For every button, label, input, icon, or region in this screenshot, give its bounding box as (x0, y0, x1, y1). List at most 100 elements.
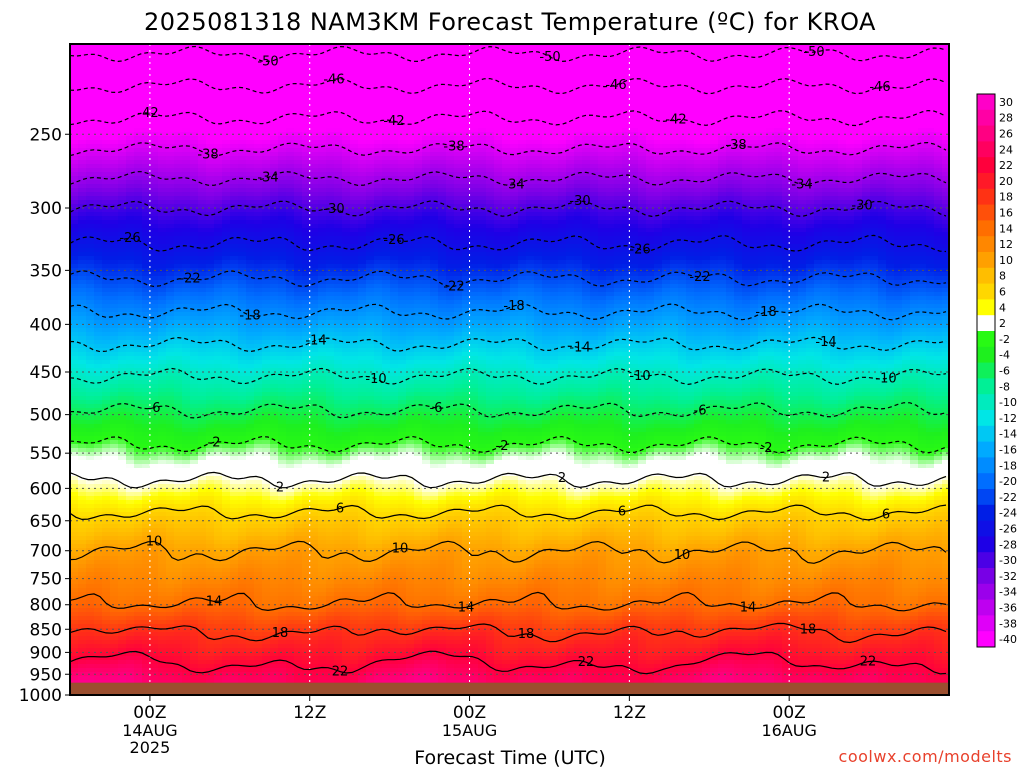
temperature-cell (358, 68, 367, 73)
temperature-cell (278, 212, 287, 217)
temperature-cell (942, 84, 950, 89)
temperature-cell (342, 108, 351, 113)
temperature-cell (862, 116, 871, 121)
temperature-cell (718, 168, 727, 173)
temperature-cell (534, 180, 543, 185)
temperature-cell (534, 112, 543, 117)
temperature-cell (510, 88, 519, 93)
temperature-cell (518, 172, 527, 177)
temperature-cell (142, 156, 151, 161)
temperature-cell (758, 164, 767, 169)
temperature-cell (598, 168, 607, 173)
temperature-cell (558, 192, 567, 197)
temperature-cell (206, 208, 215, 213)
temperature-cell (390, 208, 399, 213)
temperature-cell (86, 104, 95, 109)
temperature-cell (662, 92, 671, 97)
temperature-cell (502, 92, 511, 97)
temperature-cell (702, 196, 711, 201)
temperature-cell (486, 136, 495, 141)
temperature-cell (694, 132, 703, 137)
temperature-cell (238, 104, 247, 109)
temperature-cell (606, 108, 615, 113)
temperature-cell (382, 76, 391, 81)
temperature-cell (870, 100, 879, 105)
temperature-cell (566, 68, 575, 73)
temperature-cell (310, 100, 319, 105)
temperature-cell (190, 128, 199, 133)
temperature-cell (150, 44, 159, 49)
temperature-cell (942, 100, 950, 105)
temperature-cell (350, 80, 359, 85)
temperature-cell (118, 44, 127, 49)
temperature-cell (502, 136, 511, 141)
temperature-cell (590, 200, 599, 205)
temperature-cell (326, 192, 335, 197)
temperature-cell (254, 92, 263, 97)
temperature-cell (846, 128, 855, 133)
temperature-cell (110, 104, 119, 109)
temperature-cell (526, 160, 535, 165)
temperature-cell (846, 176, 855, 181)
temperature-cell (726, 204, 735, 209)
temperature-cell (646, 112, 655, 117)
temperature-cell (150, 144, 159, 149)
temperature-cell (646, 104, 655, 109)
temperature-cell (174, 120, 183, 125)
temperature-cell (470, 208, 479, 213)
temperature-cell (230, 64, 239, 69)
temperature-cell (510, 128, 519, 133)
temperature-cell (454, 152, 463, 157)
temperature-cell (478, 52, 487, 57)
temperature-cell (118, 64, 127, 69)
temperature-cell (382, 120, 391, 125)
temperature-cell (398, 128, 407, 133)
temperature-cell (158, 128, 167, 133)
temperature-cell (494, 144, 503, 149)
temperature-cell (254, 124, 263, 129)
temperature-cell (246, 116, 255, 121)
temperature-cell (758, 128, 767, 133)
temperature-cell (446, 148, 455, 153)
temperature-cell (806, 152, 815, 157)
temperature-cell (238, 120, 247, 125)
temperature-cell (518, 192, 527, 197)
temperature-cell (326, 124, 335, 129)
temperature-cell (342, 200, 351, 205)
temperature-cell (158, 200, 167, 205)
temperature-cell (126, 156, 135, 161)
temperature-cell (598, 80, 607, 85)
temperature-cell (798, 180, 807, 185)
temperature-cell (470, 64, 479, 69)
temperature-cell (142, 56, 151, 61)
temperature-cell (646, 220, 655, 225)
temperature-cell (126, 184, 135, 189)
temperature-cell (174, 156, 183, 161)
temperature-cell (294, 72, 303, 77)
temperature-cell (526, 208, 535, 213)
temperature-cell (374, 84, 383, 89)
temperature-cell (838, 152, 847, 157)
temperature-cell (726, 68, 735, 73)
temperature-cell (262, 72, 271, 77)
temperature-cell (382, 124, 391, 129)
temperature-cell (934, 44, 943, 49)
temperature-cell (758, 84, 767, 89)
temperature-cell (758, 156, 767, 161)
temperature-cell (830, 52, 839, 57)
temperature-cell (230, 156, 239, 161)
temperature-cell (614, 216, 623, 221)
temperature-cell (238, 64, 247, 69)
temperature-cell (94, 92, 103, 97)
temperature-cell (726, 48, 735, 53)
temperature-cell (742, 104, 751, 109)
temperature-cell (710, 180, 719, 185)
temperature-cell (798, 100, 807, 105)
temperature-cell (854, 144, 863, 149)
temperature-cell (574, 208, 583, 213)
temperature-cell (134, 212, 143, 217)
temperature-cell (174, 64, 183, 69)
temperature-cell (78, 68, 87, 73)
temperature-cell (110, 224, 119, 229)
temperature-cell (798, 96, 807, 101)
